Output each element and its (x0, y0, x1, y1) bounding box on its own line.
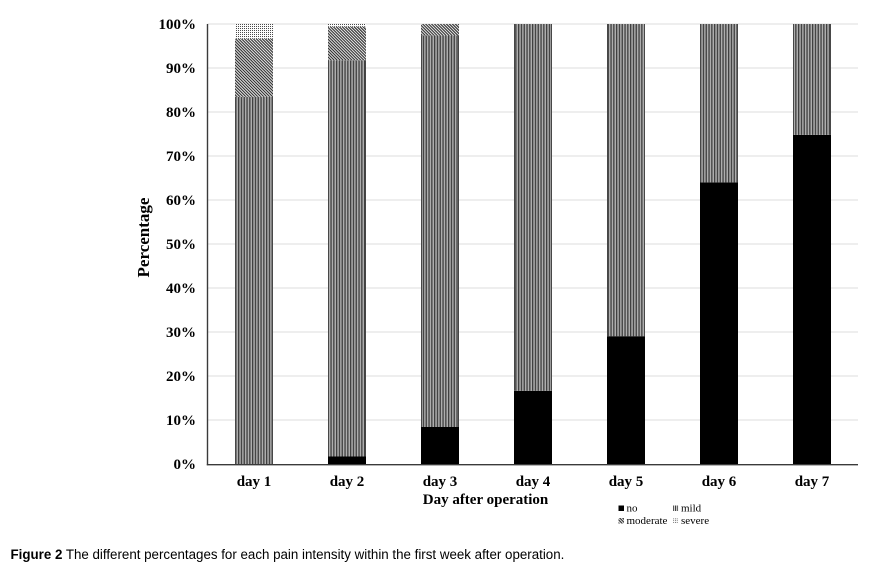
svg-text:0%: 0% (174, 457, 197, 473)
svg-text:mild: mild (681, 503, 702, 515)
svg-text:40%: 40% (166, 281, 196, 297)
svg-text:severe: severe (681, 515, 709, 527)
svg-text:day 5: day 5 (609, 474, 644, 490)
svg-text:20%: 20% (166, 369, 196, 385)
svg-text:90%: 90% (166, 61, 196, 77)
svg-text:day 1: day 1 (237, 474, 272, 490)
svg-text:100%: 100% (159, 17, 197, 33)
svg-text:70%: 70% (166, 149, 196, 165)
svg-text:30%: 30% (166, 325, 196, 341)
svg-text:Percentage: Percentage (134, 197, 153, 277)
svg-text:day 3: day 3 (423, 474, 458, 490)
svg-text:day 2: day 2 (330, 474, 365, 490)
svg-text:Day after operation: Day after operation (423, 492, 549, 508)
svg-text:80%: 80% (166, 105, 196, 121)
svg-text:10%: 10% (166, 413, 196, 429)
svg-text:60%: 60% (166, 193, 196, 209)
svg-text:day 6: day 6 (702, 474, 737, 490)
svg-text:moderate: moderate (627, 515, 668, 527)
svg-text:50%: 50% (166, 237, 196, 253)
svg-text:no: no (627, 503, 639, 515)
svg-text:day 4: day 4 (516, 474, 551, 490)
svg-text:Figure 2 The different percent: Figure 2 The different percentages for e… (11, 547, 565, 562)
svg-text:day 7: day 7 (795, 474, 830, 490)
